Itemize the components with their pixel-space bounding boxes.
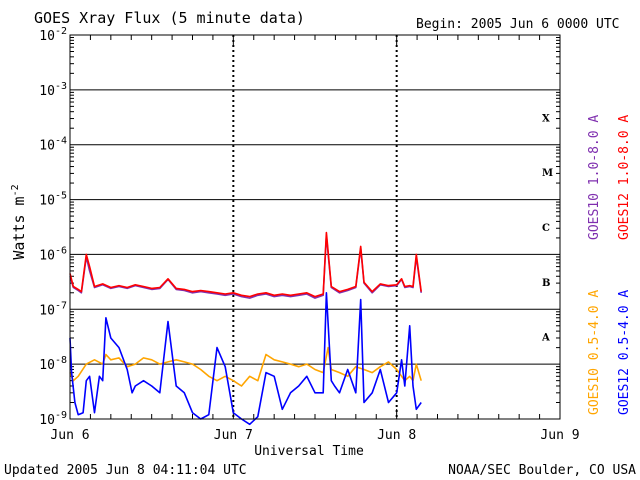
series-line-3: [70, 233, 421, 297]
legend: GOES10 0.5-4.0 A GOES12 0.5-4.0 A GOES10 1…: [587, 115, 632, 415]
x-tick-labels: Jun 6 Jun 7 Jun 8 Jun 9: [50, 428, 579, 443]
y-tick-exponent: -7: [55, 300, 67, 311]
y-tick-exponent: -6: [55, 245, 67, 256]
y-tick-label: 10-4: [39, 136, 67, 154]
flare-class-B: B: [542, 278, 550, 289]
axis-ticks: [70, 35, 560, 419]
y-tick-label: 10-5: [39, 191, 67, 209]
legend-entry-1: GOES12 0.5-4.0 A: [617, 290, 632, 415]
series-line-2: [70, 236, 421, 299]
y-tick-exponent: -5: [55, 191, 67, 202]
plot-frame: [70, 35, 560, 419]
y-tick-label: 10-8: [39, 355, 67, 373]
y-tick-label: 10-9: [39, 410, 67, 428]
y-axis-label-text: Watts m: [10, 196, 28, 259]
x-tick-label: Jun 8: [377, 428, 416, 443]
series-line-0: [70, 348, 421, 386]
x-tick-label: Jun 6: [50, 428, 89, 443]
x-tick-label: Jun 9: [540, 428, 579, 443]
credit-text: NOAA/SEC Boulder, CO USA: [448, 463, 636, 478]
y-tick-base: 10: [39, 84, 55, 99]
chart-title: GOES Xray Flux (5 minute data): [34, 9, 305, 27]
y-tick-base: 10: [39, 358, 55, 373]
flare-class-C: C: [542, 223, 550, 234]
y-tick-base: 10: [39, 139, 55, 154]
legend-entry-2: GOES10 1.0-8.0 A: [587, 115, 602, 240]
updated-timestamp: Updated 2005 Jun 8 04:11:04 UTC: [4, 463, 247, 478]
y-tick-base: 10: [39, 413, 55, 428]
flare-class-A: A: [541, 333, 550, 344]
legend-entry-3: GOES12 1.0-8.0 A: [617, 115, 632, 240]
x-axis-label: Universal Time: [254, 444, 364, 459]
y-tick-exponent: -8: [55, 355, 67, 366]
y-tick-base: 10: [39, 194, 55, 209]
y-tick-exponent: -9: [55, 410, 67, 421]
y-axis-label-sup: -2: [10, 184, 21, 196]
y-tick-exponent: -3: [55, 81, 67, 92]
plot-grid: [70, 35, 560, 419]
x-tick-label: Jun 7: [214, 428, 253, 443]
y-tick-label: 10-3: [39, 81, 67, 99]
y-tick-base: 10: [39, 29, 55, 44]
series-line-1: [70, 293, 421, 425]
begin-time: Begin: 2005 Jun 6 0000 UTC: [416, 17, 620, 32]
y-tick-exponent: -4: [55, 136, 67, 147]
y-tick-labels: 10-210-310-410-510-610-710-810-9: [39, 26, 67, 428]
data-series: [70, 233, 421, 425]
flare-class-X: X: [542, 113, 550, 124]
legend-entry-0: GOES10 0.5-4.0 A: [587, 290, 602, 415]
y-tick-label: 10-7: [39, 300, 67, 318]
y-tick-label: 10-2: [39, 26, 67, 44]
y-tick-base: 10: [39, 248, 55, 263]
y-tick-label: 10-6: [39, 245, 67, 263]
y-axis-label: Watts m-2: [10, 184, 28, 259]
flare-class-M: M: [542, 168, 553, 179]
y-tick-exponent: -2: [55, 26, 67, 37]
y-tick-base: 10: [39, 303, 55, 318]
